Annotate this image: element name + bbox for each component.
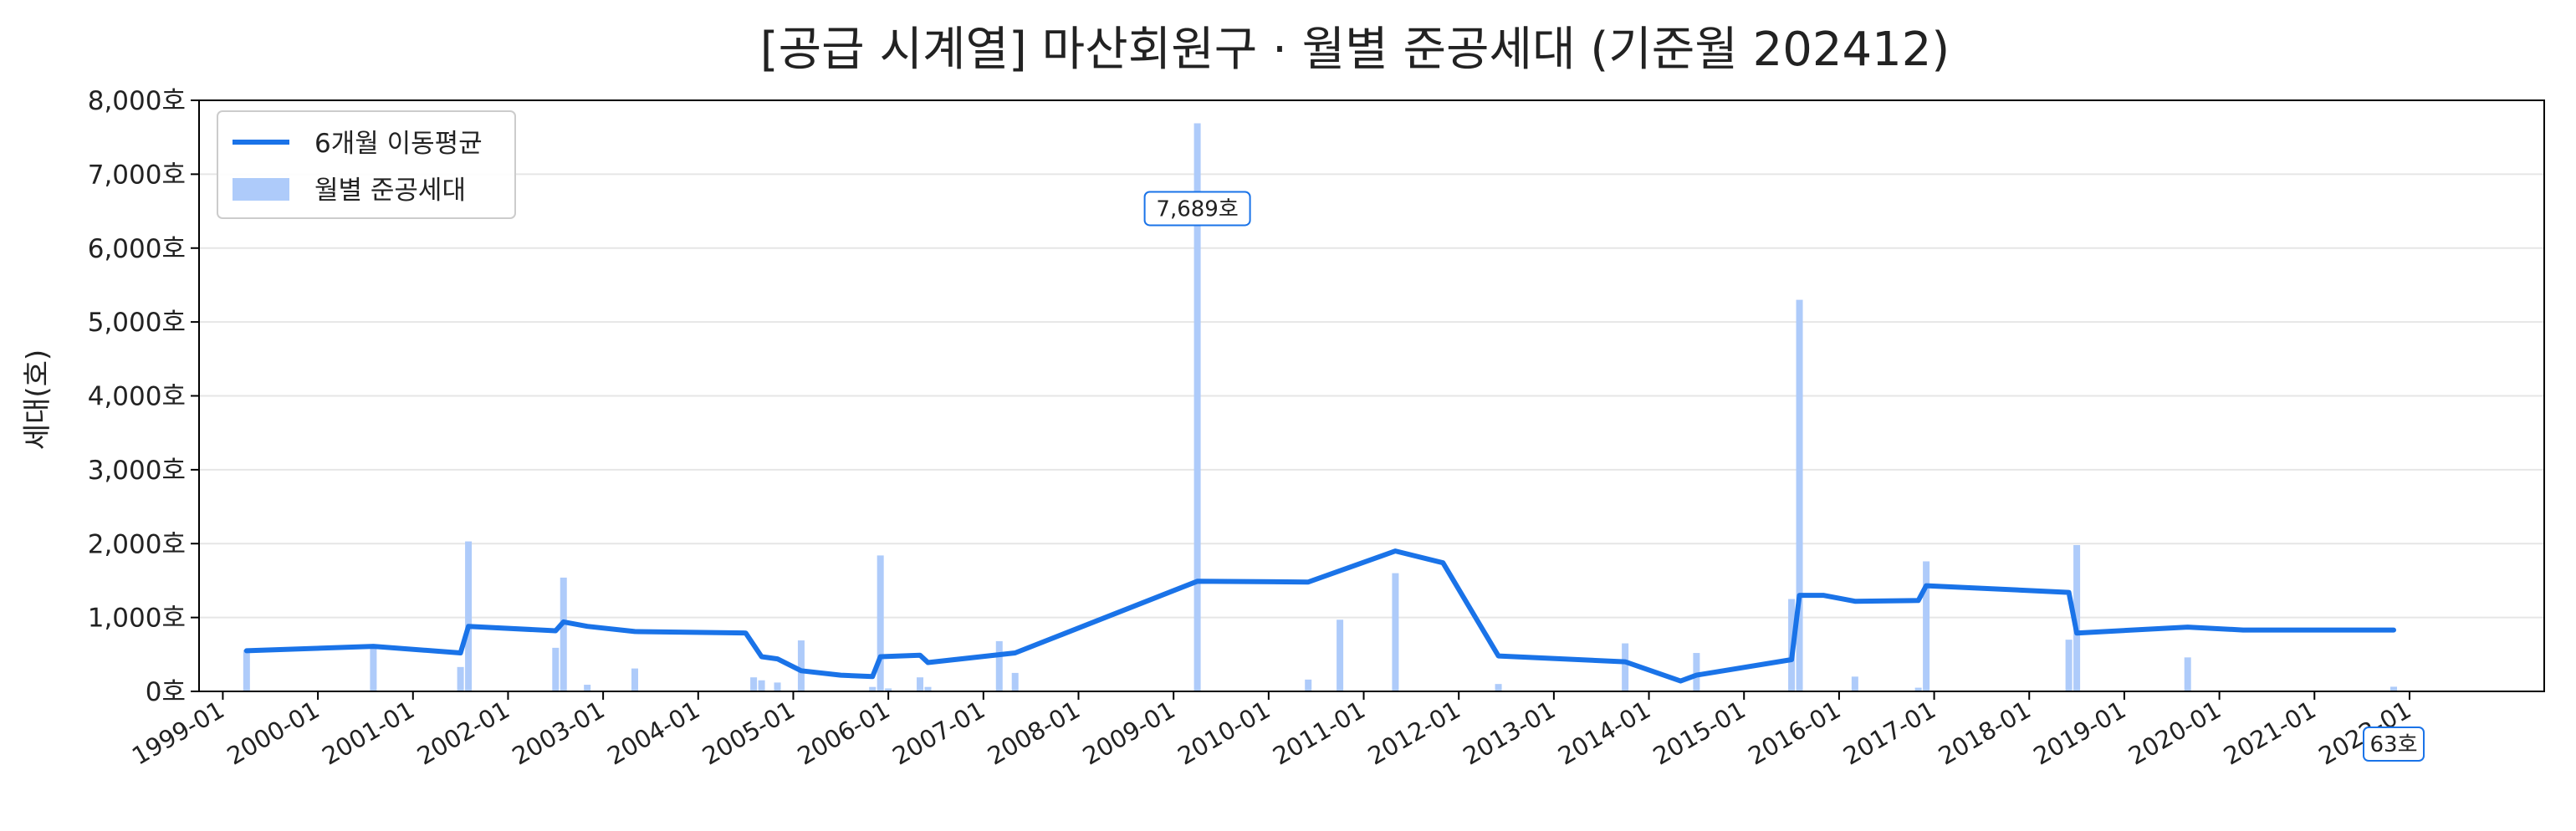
bar-monthly-completions [797,640,805,691]
legend-label-moving-average: 6개월 이동평균 [314,129,483,159]
bar-monthly-completions [1914,687,1922,691]
bar-monthly-completions [2065,640,2073,691]
annotation-label: 7,689호 [1156,196,1238,222]
bar-monthly-completions [774,682,781,691]
annotation-box [2363,726,2425,762]
y-tick-label: 4,000호 [88,382,186,412]
bar-monthly-completions [917,677,924,691]
bar-monthly-completions [1305,679,1312,691]
y-tick-label: 6,000호 [88,234,186,264]
bar-monthly-completions [2390,686,2398,691]
bar-monthly-completions [1851,676,1858,691]
legend-box [217,110,516,219]
bar-monthly-completions [995,640,1003,691]
bar-monthly-completions [2073,545,2081,691]
bar-monthly-completions [243,650,250,691]
bar-monthly-completions [924,686,932,691]
bar-monthly-completions [465,541,473,691]
annotation-box [1143,191,1251,227]
bar-monthly-completions [560,577,567,691]
bar-monthly-completions [631,668,639,691]
bar-monthly-completions [370,645,377,691]
legend: 6개월 이동평균 월별 준공세대 [217,110,516,219]
annotations: 7,689호 63호 [1143,191,2425,762]
bar-monthly-completions [1011,672,1019,691]
moving-average-line [243,548,2396,684]
bar-monthly-completions [1622,643,1629,691]
y-tick-label: 5,000호 [88,308,186,338]
bar-monthly-completions [552,647,560,691]
y-tick-label: 2,000호 [88,529,186,559]
bar-monthly-completions [885,688,892,691]
legend-label-monthly-completions: 월별 준공세대 [314,176,466,206]
chart-title: [공급 시계열] 마산회원구 · 월별 준공세대 (기준월 202412) [760,23,1950,77]
bar-monthly-completions [584,685,591,691]
bar-monthly-completions [758,680,765,691]
bar-monthly-completions [457,666,464,691]
line-series [243,548,2396,684]
y-tick-label: 3,000호 [88,456,186,486]
y-tick-label: 7,000호 [88,160,186,190]
bar-monthly-completions [1693,653,1700,691]
y-axis: 0호 1,000호 2,000호 3,000호 4,000호 5,000호 6,000호 7,… [88,86,199,707]
y-tick-label: 0호 [146,677,186,707]
bar-monthly-completions [869,686,877,691]
bar-monthly-completions [1495,684,1502,691]
bar-monthly-completions [1337,619,1344,691]
bar-monthly-completions [877,555,884,691]
bar-monthly-completions [1923,561,1930,691]
bar-monthly-completions [2184,657,2191,691]
bar-monthly-completions [1193,123,1201,691]
legend-bar-swatch [233,178,289,201]
bar-series [243,123,2398,691]
bar-monthly-completions [750,677,758,691]
y-tick-label: 8,000호 [88,86,186,116]
y-tick-label: 1,000호 [88,604,186,634]
bar-monthly-completions [1392,573,1399,691]
bar-monthly-completions [1796,299,1803,691]
y-axis-label: 세대(호) [21,349,54,450]
annotation-label: 63호 [2370,732,2418,757]
